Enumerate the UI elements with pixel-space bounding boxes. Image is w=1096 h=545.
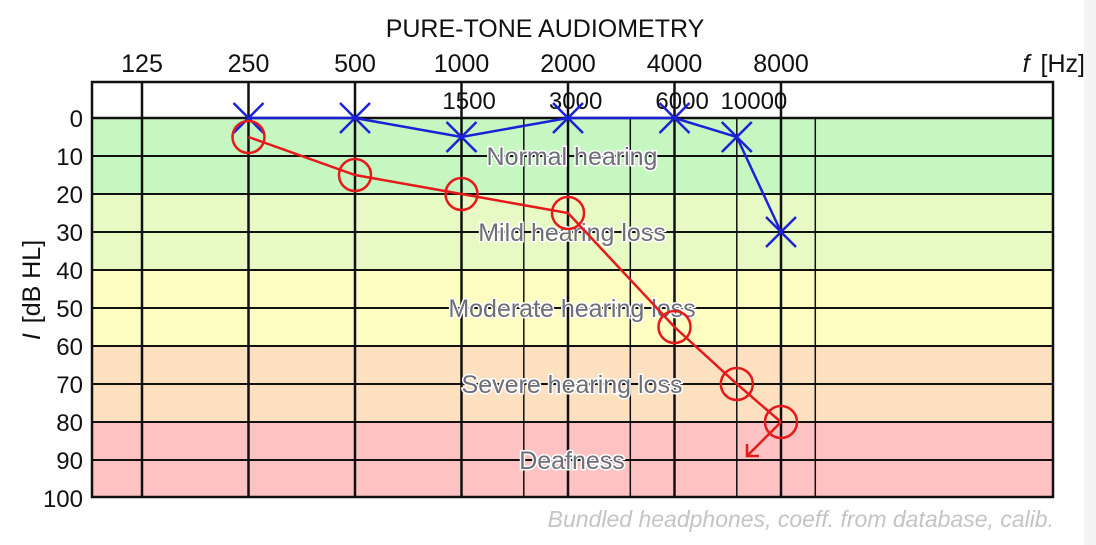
chart-title: PURE-TONE AUDIOMETRY bbox=[386, 15, 705, 43]
y-tick-label: 100 bbox=[43, 486, 83, 513]
y-tick-label: 30 bbox=[56, 220, 83, 247]
data-point-x bbox=[552, 102, 584, 134]
data-point-o bbox=[719, 366, 755, 402]
no-response-arrow bbox=[746, 421, 782, 457]
y-axis-unit: [dB HL] bbox=[18, 240, 46, 323]
data-point-o bbox=[444, 176, 479, 212]
data-point-x bbox=[720, 121, 753, 153]
cross-stroke bbox=[658, 102, 691, 134]
y-tick-label: 70 bbox=[56, 372, 83, 399]
zone-label-text: Severe hearing loss bbox=[462, 371, 683, 399]
cross-stroke bbox=[720, 121, 753, 153]
x-tick-label: 500 bbox=[334, 50, 376, 78]
data-point-o bbox=[337, 157, 373, 193]
y-tick-label: 80 bbox=[56, 410, 83, 437]
y-axis-symbol: I bbox=[18, 333, 46, 340]
x-axis-label: f [Hz] bbox=[1023, 50, 1085, 78]
y-tick-label: 10 bbox=[56, 144, 83, 171]
plot-frame bbox=[90, 80, 1055, 499]
x-tick-label: 125 bbox=[121, 50, 163, 78]
data-point-x bbox=[765, 216, 797, 248]
data-point-x bbox=[445, 121, 478, 153]
x-tick-label-inner: 10000 bbox=[721, 88, 788, 115]
y-axis-label: I [dB HL] bbox=[18, 240, 46, 340]
cross-stroke bbox=[765, 216, 797, 248]
x-axis-symbol: f bbox=[1023, 50, 1033, 78]
x-tick-label: 250 bbox=[228, 50, 270, 78]
data-point-o bbox=[550, 195, 586, 231]
data-point-x bbox=[232, 102, 265, 134]
y-tick-label: 60 bbox=[56, 334, 83, 361]
x-tick-label: 1000 bbox=[434, 50, 490, 78]
data-point-o bbox=[231, 119, 266, 155]
no-response-arrowhead bbox=[745, 444, 759, 458]
cross-stroke bbox=[339, 102, 371, 134]
cross-stroke bbox=[232, 102, 265, 134]
series-line bbox=[248, 135, 782, 423]
data-point-x bbox=[339, 102, 371, 134]
x-tick-label: 8000 bbox=[753, 50, 809, 78]
y-tick-label: 50 bbox=[56, 296, 83, 323]
zone-labels: Normal hearing Mild hearing loss Moderate … bbox=[447, 142, 697, 477]
y-tick-label: 20 bbox=[56, 182, 83, 209]
data-point-o bbox=[763, 404, 799, 440]
y-tick-label: 90 bbox=[56, 448, 83, 475]
zone-label-text: Moderate hearing loss bbox=[448, 295, 695, 323]
footnote: Bundled headphones, coeff. from database… bbox=[548, 506, 1054, 532]
x-tick-label: 2000 bbox=[540, 50, 596, 78]
window-edge bbox=[1084, 0, 1096, 545]
zone-label-text: Deafness bbox=[519, 447, 625, 475]
zone-label-text: Mild hearing loss bbox=[478, 219, 666, 247]
x-tick-label: 4000 bbox=[647, 50, 703, 78]
x-axis-unit: [Hz] bbox=[1041, 50, 1085, 78]
series-layer bbox=[231, 102, 799, 458]
data-point-x bbox=[658, 102, 691, 134]
data-point-o bbox=[657, 309, 692, 345]
y-tick-label: 40 bbox=[56, 258, 83, 285]
cross-stroke bbox=[552, 102, 584, 134]
cross-stroke bbox=[445, 121, 478, 153]
y-tick-label: 0 bbox=[70, 106, 83, 133]
x-tick-label-inner: 1500 bbox=[442, 88, 495, 115]
zone-label-text: Normal hearing bbox=[487, 143, 658, 171]
